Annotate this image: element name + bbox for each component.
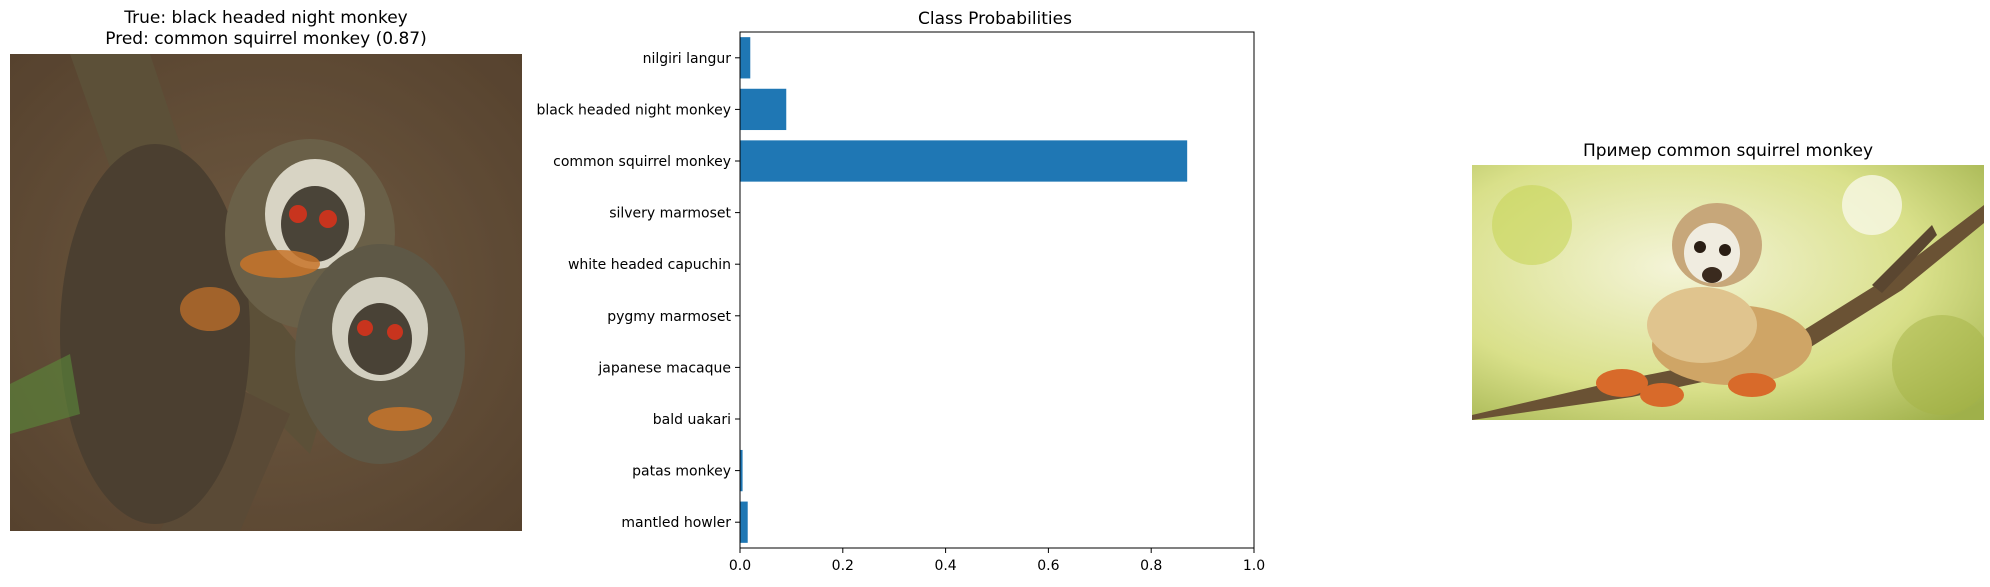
- y-tick-label: nilgiri langur: [643, 51, 732, 67]
- x-tick-label: 0.6: [1037, 558, 1059, 574]
- x-tick-labels: 0.0 0.2 0.4 0.6 0.8 1.0: [729, 548, 1265, 574]
- y-tick-label: black headed night monkey: [536, 102, 731, 118]
- true-label-title: True: black headed night monkey: [124, 8, 408, 28]
- bar: [740, 88, 787, 131]
- x-tick-label: 1.0: [1243, 558, 1265, 574]
- bar: [740, 140, 1188, 182]
- y-tick-label: mantled howler: [621, 515, 731, 531]
- chart-axes-frame: [739, 31, 1255, 549]
- x-tick-label: 0.2: [832, 558, 854, 574]
- example-image-title: Пример common squirrel monkey: [1582, 141, 1874, 161]
- bar: [740, 501, 748, 543]
- left-image-title: True: black headed night monkey Pred: co…: [10, 8, 522, 50]
- y-tick-label: silvery marmoset: [609, 206, 731, 222]
- input-monkey-image: [10, 54, 522, 531]
- bars-layer: [740, 37, 1188, 543]
- y-tick-label: pygmy marmoset: [607, 309, 731, 325]
- chart-title: Class Probabilities: [918, 9, 1072, 29]
- bar: [740, 449, 743, 492]
- y-tick-label: common squirrel monkey: [553, 154, 731, 170]
- y-tick-label: white headed capuchin: [568, 257, 731, 273]
- y-tick-label: patas monkey: [632, 464, 731, 480]
- pred-label-title: Pred: common squirrel monkey (0.87): [105, 29, 427, 49]
- y-tick-label: japanese macaque: [597, 360, 731, 376]
- y-tick-label: bald uakari: [653, 412, 731, 428]
- x-tick-label: 0.0: [729, 558, 751, 574]
- x-tick-label: 0.4: [934, 558, 956, 574]
- y-tick-labels: nilgiri langur black headed night monkey c…: [536, 51, 740, 531]
- example-squirrel-monkey-image: [1472, 165, 1984, 420]
- bar: [740, 37, 751, 79]
- x-tick-label: 0.8: [1140, 558, 1162, 574]
